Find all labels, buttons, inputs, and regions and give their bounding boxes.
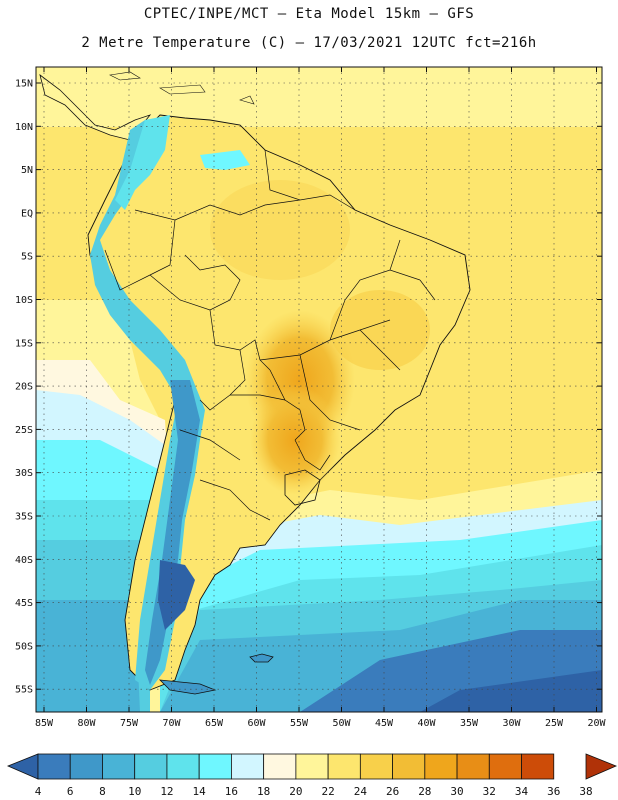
caribbean-island [239,95,255,105]
colorbar-label: 18 [257,785,270,798]
colorbar-swatch [231,753,265,780]
latitude-label: 30S [15,468,33,479]
latitude-labels: 15N 10N 5N EQ 5S 10S 15S 20S 25S 30S 35S 40S 45S 50S 5… [15,79,33,696]
colorbar-swatch [37,753,71,780]
longitude-labels: 85W 80W 75W 70W 65W 60W 55W 50W 45W 40W 35W 30W 25W 2… [35,718,607,729]
caribbean-island [109,71,141,81]
colorbar-label: 32 [483,785,496,798]
latitude-label: 55S [15,685,33,696]
falkland-islands [249,653,274,663]
colorbar-max-arrow [585,753,618,780]
latitude-label: 10S [15,295,33,306]
latitude-label: EQ [21,208,33,219]
chart-title-line1: CPTEC/INPE/MCT – Eta Model 15km – GFS [143,6,475,22]
latitude-label: 5N [21,165,33,176]
longitude-label: 45W [375,718,394,729]
colorbar-label: 24 [354,785,368,798]
latitude-label: 40S [15,555,33,566]
colorbar-label: 14 [193,785,207,798]
colorbar-swatch [392,753,426,780]
longitude-label: 35W [460,718,479,729]
colorbar-label: 22 [321,785,334,798]
colorbar-label: 8 [99,785,106,798]
colorbar-label: 16 [225,785,238,798]
longitude-label: 25W [545,718,564,729]
chart-title-line2: 2 Metre Temperature (C) – 17/03/2021 12U… [81,35,537,51]
colorbar-label: 28 [418,785,431,798]
longitude-label: 65W [205,718,224,729]
graticule [36,67,602,712]
latitude-label: 5S [21,252,33,263]
colorbar-swatch [166,753,200,780]
latitude-label: 15S [15,338,33,349]
map-field [36,67,602,712]
colorbar-swatch [327,753,361,780]
colorbar-label: 10 [128,785,141,798]
longitude-label: 20W [587,718,606,729]
colorbar-swatch [295,753,329,780]
central-america [39,74,152,141]
longitude-label: 75W [120,718,139,729]
longitude-label: 80W [77,718,96,729]
colorbar-min-arrow [6,753,39,780]
pacific-blue [36,600,140,712]
guiana-highlands [200,150,250,170]
latitude-label: 20S [15,382,33,393]
latitude-label: 15N [15,79,33,90]
colombia-highlands [115,115,170,210]
colorbar-label: 4 [35,785,42,798]
colorbar-label: 36 [547,785,560,798]
longitude-label: 30W [502,718,521,729]
country-borders [104,149,436,521]
andes-core [145,380,200,685]
colorbar-swatch [521,753,555,780]
longitude-label: 50W [332,718,351,729]
colorbar-swatch [424,753,458,780]
colorbar-swatch [359,753,393,780]
colorbar: 4 6 8 10 12 14 16 18 20 22 24 26 28 30 32 34 36 38 [6,753,618,798]
colorbar-swatch [134,753,168,780]
colorbar-label: 30 [450,785,463,798]
colorbar-swatch [198,753,232,780]
colorbar-label: 34 [515,785,529,798]
longitude-label: 40W [417,718,436,729]
caribbean-island [159,84,206,95]
longitude-label: 55W [290,718,309,729]
uruguay-border [284,469,321,506]
colorbar-label: 26 [386,785,399,798]
longitude-label: 70W [162,718,181,729]
warm-east [330,290,430,370]
map-frame [35,66,603,713]
longitude-label: 60W [247,718,266,729]
colorbar-label: 6 [67,785,74,798]
colorbar-label: 38 [579,785,592,798]
colorbar-swatch [263,753,297,780]
colorbar-swatch [102,753,136,780]
patagonia-cold [158,560,195,630]
latitude-label: 50S [15,641,33,652]
colorbar-label: 20 [289,785,302,798]
longitude-label: 85W [35,718,54,729]
atlantic-deepblue [420,670,602,712]
latitude-label: 10N [15,122,33,133]
colorbar-swatch [456,753,490,780]
latitude-label: 45S [15,598,33,609]
latitude-label: 35S [15,512,33,523]
colorbar-swatch [488,753,522,780]
warm-amazon [210,180,350,280]
tierra-del-fuego [158,679,217,695]
latitude-label: 25S [15,425,33,436]
colorbar-label: 12 [160,785,173,798]
colorbar-swatch [69,753,103,780]
